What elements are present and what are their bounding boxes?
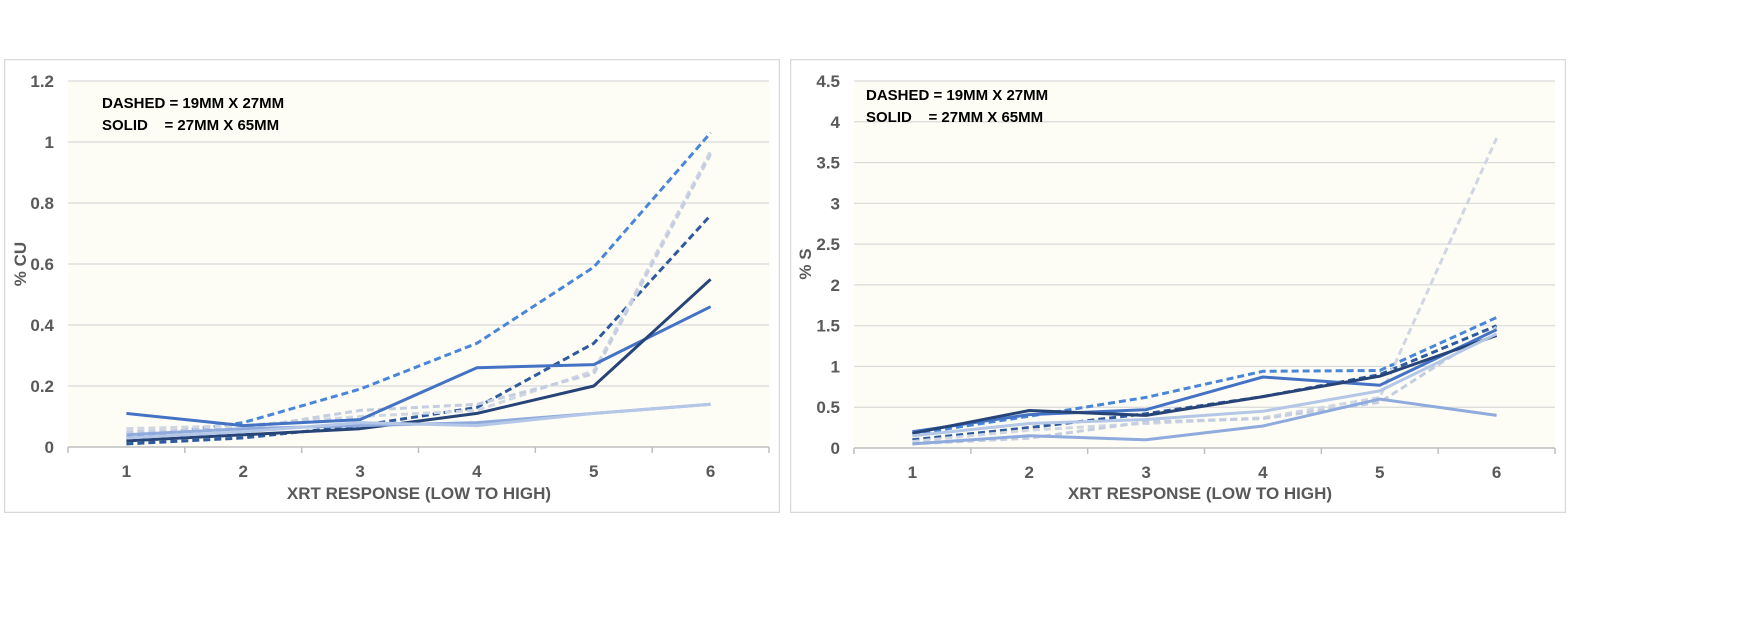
- y-tick-label: 1: [45, 133, 54, 152]
- x-tick-label: 6: [706, 462, 715, 481]
- x-tick-label: 1: [122, 462, 131, 481]
- x-tick-label: 1: [908, 463, 917, 482]
- x-tick-label: 5: [1375, 463, 1384, 482]
- chart-panel-s: 0 0.5 1 1.5 2 2.5 3 3.5 4 4.5 1 2 3 4 5 6 DASHED = 19M…: [790, 59, 1566, 513]
- series-line-1: [912, 328, 1498, 434]
- series-line-7: [912, 137, 1498, 443]
- x-tick-label: 2: [239, 462, 248, 481]
- y-tick-labels: 0 0.2 0.4 0.6 0.8 1 1.2: [30, 72, 54, 457]
- y-tick-label: 1.5: [816, 317, 840, 336]
- series-line-5: [126, 131, 712, 440]
- series-line-7: [126, 150, 712, 431]
- annotation-dashed: DASHED = 19MM X 27MM: [866, 87, 1048, 104]
- x-axis-title: XRT RESPONSE (LOW TO HIGH): [287, 484, 551, 503]
- x-tick-label: 2: [1025, 463, 1034, 482]
- y-tick-label: 3.5: [816, 154, 840, 173]
- x-tick-label: 5: [589, 462, 598, 481]
- series-line-2: [912, 334, 1498, 435]
- y-axis-title: % CU: [11, 242, 30, 286]
- series-line-3: [912, 397, 1497, 446]
- y-axis-title: % S: [796, 248, 815, 279]
- chart-panel-cu: 0 0.2 0.4 0.6 0.8 1 1.2 1 2 3 4 5 6 DASHED = 19MM X…: [4, 59, 780, 513]
- x-axis-title: XRT RESPONSE (LOW TO HIGH): [1068, 484, 1332, 503]
- x-tick-labels: 1 2 3 4 5 6: [122, 462, 716, 481]
- x-tick-label: 4: [472, 462, 482, 481]
- series-line-1: [126, 305, 712, 428]
- annotation-solid: SOLID = 27MM X 65MM: [866, 109, 1043, 126]
- series-lines: [126, 131, 712, 446]
- y-tick-label: 1: [831, 357, 840, 376]
- x-tick-labels: 1 2 3 4 5 6: [908, 463, 1502, 482]
- y-tick-label: 2: [831, 276, 840, 295]
- y-tick-label: 1.2: [30, 72, 54, 91]
- y-tick-label: 0: [831, 439, 840, 458]
- x-tick-label: 3: [1141, 463, 1150, 482]
- y-tick-label: 4.5: [816, 72, 840, 91]
- y-tick-label: 2.5: [816, 235, 840, 254]
- y-tick-label: 0: [45, 438, 54, 457]
- x-tick-label: 3: [355, 462, 364, 481]
- y-tick-label: 0.6: [30, 255, 54, 274]
- y-tick-label: 0.4: [30, 316, 54, 335]
- series-line-4: [912, 332, 1498, 438]
- annotation-dashed: DASHED = 19MM X 27MM: [102, 95, 284, 112]
- series-line-2: [126, 278, 712, 443]
- series-line-4: [126, 402, 711, 440]
- y-tick-label: 0.8: [30, 194, 54, 213]
- y-tick-label: 3: [831, 194, 840, 213]
- x-tick-label: 4: [1258, 463, 1268, 482]
- y-tick-labels: 0 0.5 1 1.5 2 2.5 3 3.5 4 4.5: [816, 72, 840, 458]
- y-tick-label: 4: [831, 113, 841, 132]
- series-lines: [912, 137, 1498, 446]
- y-tick-label: 0.5: [816, 398, 840, 417]
- annotation-solid: SOLID = 27MM X 65MM: [102, 117, 279, 134]
- y-tick-label: 0.2: [30, 377, 54, 396]
- plot-area: [854, 81, 1555, 448]
- x-tick-label: 6: [1492, 463, 1501, 482]
